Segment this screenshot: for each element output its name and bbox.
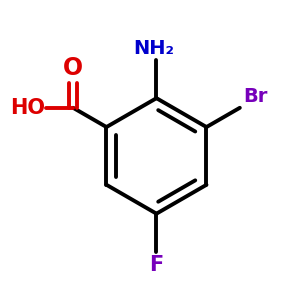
Text: O: O xyxy=(63,56,83,80)
Text: NH₂: NH₂ xyxy=(133,39,174,58)
Text: HO: HO xyxy=(10,98,45,118)
Text: Br: Br xyxy=(243,87,267,106)
Text: F: F xyxy=(149,254,164,274)
